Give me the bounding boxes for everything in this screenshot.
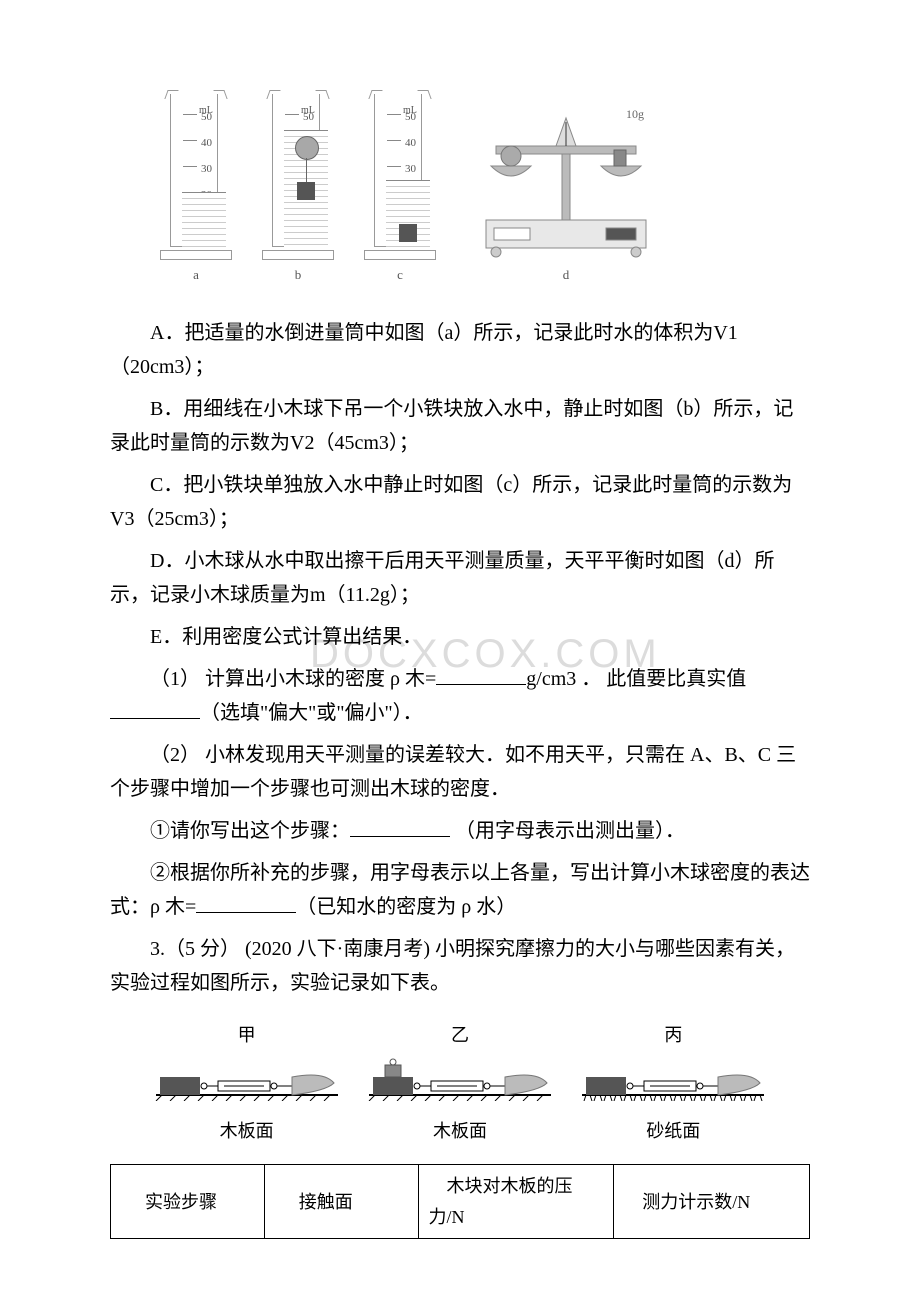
question-1: （1） 计算出小木球的密度 ρ 木=g/cm3 ． 此值要比真实值（选填"偏大"… [110, 662, 810, 730]
cylinder-a-label: a [160, 264, 232, 286]
step-A: A．把适量的水倒进量筒中如图（a）所示，记录此时水的体积为V1（20cm3）； [110, 316, 810, 384]
table-row: 实验步骤 接触面 木块对木板的压力/N 测力计示数/N [111, 1165, 810, 1239]
table-header-surface: 接触面 [264, 1165, 418, 1239]
step-D: D．小木球从水中取出擦干后用天平测量质量，天平平衡时如图（d）所示，记录小木球质… [110, 544, 810, 612]
step-B: B．用细线在小木球下吊一个小铁块放入水中，静止时如图（b）所示，记录此时量筒的示… [110, 392, 810, 460]
question-3-intro: 3.（5 分） (2020 八下·南康月考) 小明探究摩擦力的大小与哪些因素有关… [110, 932, 810, 1000]
iron-block-icon [399, 224, 417, 242]
friction-experiment-figure: 甲 木板 [140, 1020, 780, 1146]
cylinder-b-label: b [262, 264, 334, 286]
balance-scale: 10g [466, 100, 666, 286]
step-E: E．利用密度公式计算出结果． [110, 620, 810, 654]
cylinder-c-label: c [364, 264, 436, 286]
question-2-intro: （2） 小林发现用天平测量的误差较大．如不用天平，只需在 A、B、C 三个步骤中… [110, 738, 810, 806]
experiment-jia: 甲 木板 [147, 1020, 347, 1146]
experiment-bing: 丙 [573, 1020, 773, 1146]
question-2-1: ①请你写出这个步骤： （用字母表示出测出量）． [110, 814, 810, 848]
table-header-step: 实验步骤 [111, 1165, 265, 1239]
question-2-2: ②根据你所补充的步骤，用字母表示以上各量，写出计算小木球密度的表达式：ρ 木=（… [110, 856, 810, 924]
step-C: C．把小铁块单独放入水中静止时如图（c）所示，记录此时量筒的示数为V3（25cm… [110, 468, 810, 536]
blank-step[interactable] [350, 814, 450, 837]
cylinder-b: mL 50 40 30 20 10 b [262, 90, 334, 286]
wooden-ball-icon [295, 136, 319, 160]
data-table: 实验步骤 接触面 木块对木板的压力/N 测力计示数/N [110, 1164, 810, 1239]
balance-mass-label: 10g [626, 107, 644, 121]
table-header-pressure: 木块对木板的压力/N [418, 1165, 614, 1239]
measurement-figure: mL 50 40 30 20 10 a mL 50 40 [160, 90, 810, 286]
blank-density[interactable] [436, 662, 526, 685]
cylinder-a: mL 50 40 30 20 10 a [160, 90, 232, 286]
experiment-yi: 乙 [360, 1020, 560, 1146]
table-header-force: 测力计示数/N [614, 1165, 810, 1239]
blank-expression[interactable] [196, 890, 296, 913]
balance-label: d [466, 264, 666, 286]
blank-bias[interactable] [110, 696, 200, 719]
cylinder-c: mL 50 40 30 20 10 c [364, 90, 436, 286]
iron-block-icon [297, 182, 315, 200]
